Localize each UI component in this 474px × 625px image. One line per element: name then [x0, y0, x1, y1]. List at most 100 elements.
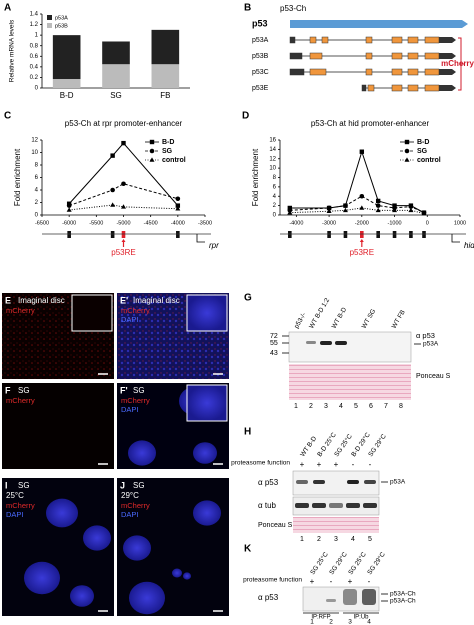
row-label: proteasome function — [243, 577, 302, 584]
band — [312, 503, 326, 508]
band — [346, 503, 360, 508]
x-tick-label: -2000 — [355, 220, 369, 226]
panel-label: F' — [120, 385, 128, 395]
band — [320, 341, 332, 345]
nucleus — [46, 498, 78, 528]
y-tick-label: 0.2 — [30, 75, 39, 81]
channel-label: mCherry — [6, 306, 35, 315]
condition: 25°C — [6, 491, 24, 500]
series-line — [68, 183, 178, 207]
band-label: p53A-Ch — [390, 591, 416, 598]
legend-label: SG — [162, 148, 173, 155]
y-tick-label: 8 — [273, 175, 277, 181]
panel-label: C — [4, 111, 11, 122]
band — [313, 480, 325, 484]
panel-label: K — [244, 544, 252, 555]
series-line — [289, 195, 425, 214]
amplicon — [392, 231, 397, 238]
band — [306, 341, 316, 344]
condition: 29°C — [121, 491, 139, 500]
lane-number: 5 — [354, 403, 358, 410]
y-tick-label: 12 — [269, 156, 276, 162]
lane-label: SG 29°C — [365, 550, 386, 576]
chart-title: p53-Ch at rpr promoter-enhancer — [65, 119, 183, 128]
amplicon — [343, 231, 348, 238]
x-tick-label: -4000 — [171, 220, 185, 226]
legend-marker — [404, 139, 410, 145]
panel-label: H — [244, 427, 251, 438]
data-point — [359, 205, 365, 210]
data-point — [110, 153, 115, 158]
y-axis-label: Fold enrichment — [13, 148, 22, 206]
legend-swatch — [47, 15, 52, 20]
amplicon — [327, 231, 331, 238]
y-tick-label: 0.6 — [30, 54, 39, 60]
x-tick-label: FB — [160, 91, 170, 100]
data-point — [66, 207, 72, 212]
y-tick-label: 0 — [35, 86, 39, 92]
band-label: p53A — [423, 341, 439, 348]
y-tick-label: 1.2 — [30, 22, 39, 28]
antibody: α tub — [258, 501, 277, 510]
lane-label: p53-/- — [293, 312, 308, 330]
data-point — [343, 203, 348, 208]
state: + — [334, 460, 339, 469]
y-tick-label: 10 — [269, 166, 276, 172]
legend-label: SG — [417, 148, 428, 155]
micrograph — [2, 383, 114, 469]
y-tick-label: 12 — [31, 138, 38, 144]
y-tick-label: 1.4 — [30, 12, 39, 18]
nucleus — [123, 535, 151, 561]
y-tick-label: 2 — [35, 200, 39, 206]
state: + — [317, 460, 322, 469]
y-tick-label: 14 — [269, 147, 276, 153]
data-point — [342, 207, 348, 213]
channel-label: mCherry — [121, 306, 150, 315]
data-point — [121, 204, 126, 209]
channel-label: mCherry — [6, 396, 35, 405]
legend-swatch — [47, 23, 52, 28]
legend-label: B-D — [162, 139, 174, 146]
construct-label: p53-Ch — [280, 4, 306, 13]
chart-title: p53-Ch at hid promoter-enhancer — [311, 119, 430, 128]
lane-number: 3 — [324, 403, 328, 410]
micrograph-title: SG — [133, 481, 145, 490]
lane-number: 4 — [339, 403, 343, 410]
exons — [289, 36, 440, 92]
panel-label: G — [244, 293, 252, 304]
legend-marker — [149, 157, 155, 162]
lane-number: 5 — [368, 536, 372, 543]
lane-number: 6 — [369, 403, 373, 410]
y-axis-label: Relative mRNA levels — [9, 19, 16, 82]
data-point — [110, 202, 116, 207]
channel-label: mCherry — [121, 396, 150, 405]
channel-label: DAPI — [121, 405, 139, 414]
bar-segment — [52, 35, 81, 80]
micrograph-title: SG — [18, 386, 30, 395]
x-tick-label: B-D — [60, 91, 74, 100]
micrograph-title: Imaginal disc — [133, 296, 180, 305]
state: + — [348, 577, 353, 586]
ponceau — [293, 517, 379, 533]
x-tick-label: -4000 — [289, 220, 303, 226]
mw-marker: 55 — [270, 340, 278, 347]
nucleus — [24, 561, 60, 595]
panel-label: J — [120, 480, 125, 490]
micrograph-title: SG — [18, 481, 30, 490]
channel-label: mCherry — [121, 501, 150, 510]
lane-number: 1 — [310, 619, 314, 625]
y-tick-label: 8 — [35, 163, 39, 169]
isoform-label: p53C — [252, 69, 269, 76]
y-axis-label: Fold enrichment — [251, 148, 260, 206]
isoform-label: p53E — [252, 85, 269, 92]
bar-segment — [102, 64, 130, 88]
state: - — [368, 577, 371, 586]
data-point — [66, 203, 72, 208]
lane-number: 2 — [309, 403, 313, 410]
band — [326, 599, 336, 602]
data-point — [287, 210, 293, 215]
state: + — [310, 577, 315, 586]
data-point — [175, 196, 181, 202]
data-point — [375, 207, 381, 213]
state: + — [300, 460, 305, 469]
